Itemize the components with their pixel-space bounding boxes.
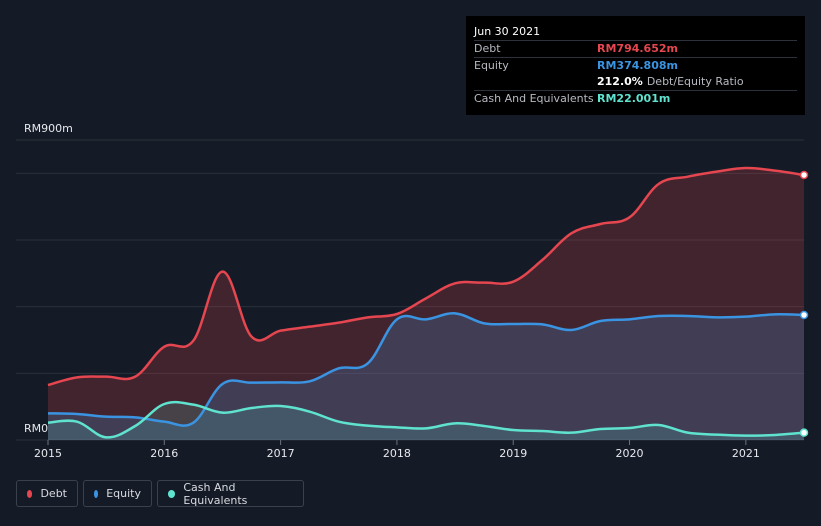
tooltip-equity-row: Equity RM374.808m [474, 57, 797, 74]
y-axis-min-label: RM0 [24, 422, 48, 435]
tooltip-debt-label: Debt [474, 42, 501, 55]
debt-dot-icon [27, 489, 33, 498]
tooltip-debt-value: RM794.652m [597, 42, 678, 55]
data-tooltip: Jun 30 2021 Debt RM794.652m Equity RM374… [466, 16, 805, 115]
tooltip-cash-value: RM22.001m [597, 92, 671, 105]
legend-debt-label: Debt [40, 487, 67, 500]
debt-area [48, 167, 804, 440]
legend-cash-label: Cash And Equivalents [183, 480, 248, 507]
legend-item-equity[interactable]: Equity [83, 480, 152, 507]
equity-end-marker [799, 310, 809, 320]
tooltip-ratio-value: 212.0% [597, 75, 643, 88]
series-areas [48, 167, 804, 440]
x-tick-label: 2016 [150, 447, 178, 460]
legend-item-debt[interactable]: Debt [16, 480, 78, 507]
x-tick-label: 2020 [616, 447, 644, 460]
tooltip-equity-label: Equity [474, 59, 509, 72]
series-lines [47, 166, 809, 439]
legend-item-cash[interactable]: Cash And Equivalents [157, 480, 304, 507]
tooltip-cash-label: Cash And Equivalents [474, 92, 594, 105]
debt-line [47, 166, 805, 387]
tooltip-debt-row: Debt RM794.652m [474, 40, 797, 57]
cash-dot-icon [168, 489, 176, 498]
equity-dot-icon [94, 489, 99, 498]
cash-line [47, 400, 805, 439]
equity-line [47, 312, 805, 427]
gridlines [16, 139, 804, 441]
x-tick-label: 2015 [34, 447, 62, 460]
legend-equity-label: Equity [106, 487, 141, 500]
tooltip-date: Jun 30 2021 [474, 25, 541, 38]
tooltip-cash-row: Cash And Equivalents RM22.001m [474, 90, 797, 107]
tooltip-ratio-row: 212.0% Debt/Equity Ratio [474, 74, 797, 90]
y-axis-max-label: RM900m [24, 122, 73, 135]
x-tick-label: 2021 [732, 447, 760, 460]
x-axis-ticks: 2015 2016 2017 2018 2019 2020 2021 [34, 440, 760, 460]
x-tick-label: 2018 [383, 447, 411, 460]
debt-end-marker [799, 170, 809, 180]
tooltip-ratio-label: Debt/Equity Ratio [646, 75, 744, 88]
x-tick-label: 2019 [499, 447, 527, 460]
cash-end-marker [799, 428, 809, 437]
x-tick-label: 2017 [267, 447, 295, 460]
tooltip-equity-value: RM374.808m [597, 59, 678, 72]
equity-area [48, 313, 804, 440]
